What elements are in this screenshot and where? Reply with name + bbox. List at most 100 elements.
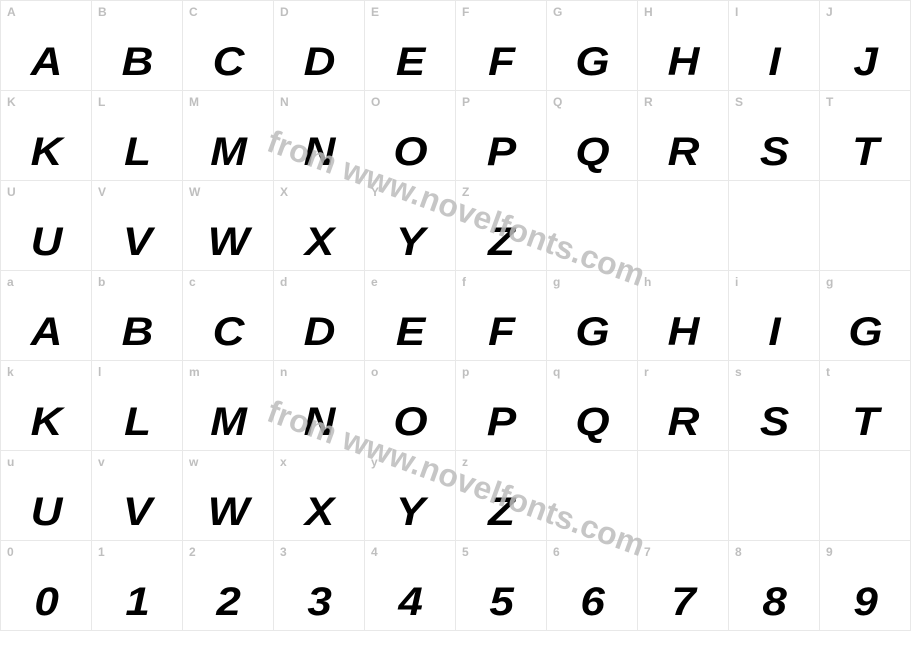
glyph-cell: iI: [729, 271, 820, 361]
cell-label: y: [371, 455, 378, 469]
glyph-cell: [638, 451, 729, 541]
cell-label: 5: [462, 545, 469, 559]
glyph-cell: yY: [365, 451, 456, 541]
cell-glyph: P: [452, 402, 551, 442]
cell-label: q: [553, 365, 560, 379]
cell-label: L: [98, 95, 105, 109]
cell-label: m: [189, 365, 200, 379]
cell-label: 8: [735, 545, 742, 559]
glyph-cell: KK: [1, 91, 92, 181]
cell-glyph: I: [725, 312, 824, 352]
cell-glyph: H: [634, 42, 733, 82]
glyph-cell: ZZ: [456, 181, 547, 271]
cell-glyph: K: [0, 402, 96, 442]
cell-label: g: [553, 275, 560, 289]
glyph-cell: 99: [820, 541, 911, 631]
cell-glyph: 7: [634, 582, 733, 622]
glyph-cell: WW: [183, 181, 274, 271]
glyph-cell: 88: [729, 541, 820, 631]
cell-label: D: [280, 5, 289, 19]
cell-glyph: Q: [543, 402, 642, 442]
glyph-cell: SS: [729, 91, 820, 181]
cell-glyph: F: [452, 42, 551, 82]
cell-label: i: [735, 275, 738, 289]
cell-label: p: [462, 365, 469, 379]
glyph-cell: 66: [547, 541, 638, 631]
glyph-cell: NN: [274, 91, 365, 181]
cell-label: o: [371, 365, 378, 379]
cell-label: r: [644, 365, 649, 379]
cell-glyph: A: [0, 312, 96, 352]
glyph-cell: 22: [183, 541, 274, 631]
cell-glyph: G: [816, 312, 911, 352]
cell-glyph: W: [179, 222, 278, 262]
cell-glyph: O: [361, 132, 460, 172]
glyph-cell: qQ: [547, 361, 638, 451]
cell-glyph: R: [634, 132, 733, 172]
glyph-cell: nN: [274, 361, 365, 451]
cell-glyph: D: [270, 312, 369, 352]
cell-label: 7: [644, 545, 651, 559]
glyph-cell: 77: [638, 541, 729, 631]
glyph-cell: 33: [274, 541, 365, 631]
cell-glyph: J: [816, 42, 911, 82]
cell-label: A: [7, 5, 16, 19]
cell-glyph: L: [88, 402, 187, 442]
cell-glyph: 9: [816, 582, 911, 622]
glyph-cell: tT: [820, 361, 911, 451]
glyph-cell: gG: [547, 271, 638, 361]
glyph-cell: XX: [274, 181, 365, 271]
glyph-cell: oO: [365, 361, 456, 451]
cell-label: 1: [98, 545, 105, 559]
cell-label: O: [371, 95, 380, 109]
cell-label: I: [735, 5, 738, 19]
cell-label: C: [189, 5, 198, 19]
cell-glyph: T: [816, 132, 911, 172]
cell-glyph: D: [270, 42, 369, 82]
cell-glyph: Y: [361, 222, 460, 262]
glyph-cell: FF: [456, 1, 547, 91]
glyph-cell: UU: [1, 181, 92, 271]
cell-label: N: [280, 95, 289, 109]
glyph-cell: CC: [183, 1, 274, 91]
cell-glyph: W: [179, 492, 278, 532]
glyph-cell: cC: [183, 271, 274, 361]
cell-label: G: [553, 5, 562, 19]
glyph-cell: bB: [92, 271, 183, 361]
glyph-cell: [729, 451, 820, 541]
cell-label: H: [644, 5, 653, 19]
cell-label: E: [371, 5, 379, 19]
cell-label: g: [826, 275, 833, 289]
cell-glyph: Z: [452, 222, 551, 262]
cell-label: X: [280, 185, 288, 199]
glyph-grid: AABBCCDDEEFFGGHHIIJJKKLLMMNNOOPPQQRRSSTT…: [0, 0, 911, 631]
glyph-cell: EE: [365, 1, 456, 91]
glyph-cell: dD: [274, 271, 365, 361]
glyph-cell: 44: [365, 541, 456, 631]
glyph-cell: aA: [1, 271, 92, 361]
cell-label: K: [7, 95, 16, 109]
glyph-cell: HH: [638, 1, 729, 91]
glyph-cell: zZ: [456, 451, 547, 541]
cell-glyph: N: [270, 132, 369, 172]
cell-label: u: [7, 455, 14, 469]
cell-glyph: R: [634, 402, 733, 442]
glyph-cell: pP: [456, 361, 547, 451]
cell-label: v: [98, 455, 105, 469]
cell-label: x: [280, 455, 287, 469]
glyph-cell: [820, 181, 911, 271]
glyph-cell: eE: [365, 271, 456, 361]
glyph-cell: gG: [820, 271, 911, 361]
cell-label: Z: [462, 185, 469, 199]
glyph-cell: vV: [92, 451, 183, 541]
cell-glyph: 2: [179, 582, 278, 622]
glyph-cell: YY: [365, 181, 456, 271]
cell-glyph: L: [88, 132, 187, 172]
glyph-cell: uU: [1, 451, 92, 541]
cell-label: z: [462, 455, 468, 469]
cell-glyph: E: [361, 312, 460, 352]
glyph-cell: DD: [274, 1, 365, 91]
cell-label: l: [98, 365, 101, 379]
cell-label: V: [98, 185, 106, 199]
cell-glyph: Y: [361, 492, 460, 532]
